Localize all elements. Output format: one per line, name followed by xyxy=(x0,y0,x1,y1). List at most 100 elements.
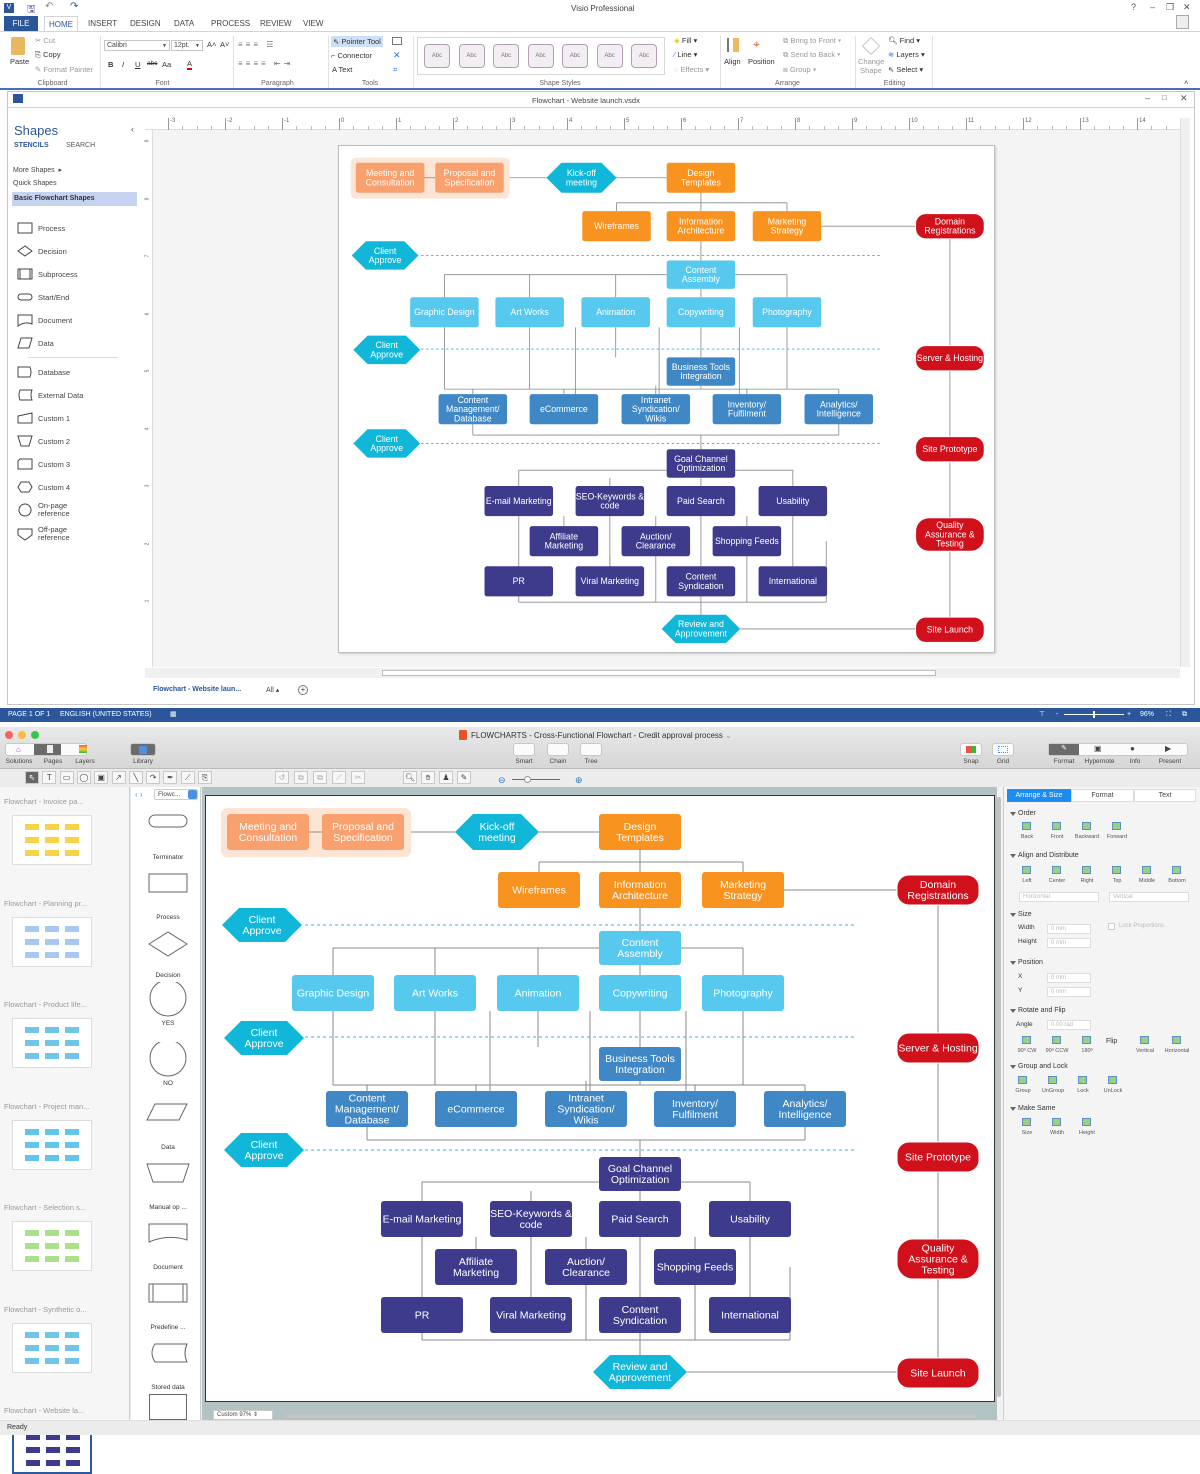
copy-button[interactable]: ⎘ Copy xyxy=(35,50,61,59)
panel-field[interactable]: 0 mm xyxy=(1047,938,1091,948)
bold-button[interactable]: B xyxy=(108,60,114,69)
flowchart-node[interactable]: Affiliate Marketing xyxy=(529,526,599,557)
flowchart-node[interactable]: Viral Marketing xyxy=(575,566,645,597)
panel-icon[interactable] xyxy=(1052,866,1061,874)
flowchart-node[interactable]: Goal Channel Optimization xyxy=(599,1157,681,1191)
drawing-tool-4[interactable]: ◯ xyxy=(76,771,91,784)
snap-button[interactable]: Snap xyxy=(963,758,979,765)
grow-font-icon[interactable]: A˄ xyxy=(207,40,217,49)
pan-icon[interactable]: ✋︎ xyxy=(421,771,435,784)
flowchart-node[interactable]: Art Works xyxy=(495,297,564,328)
find-button[interactable]: 🔍︎ Find ▾ xyxy=(888,36,921,45)
flowchart-node[interactable]: Review and Approvement xyxy=(593,1355,687,1389)
zoom-out-button[interactable]: - xyxy=(1056,711,1059,718)
flowchart-node[interactable]: Site Launch xyxy=(915,616,985,643)
flowchart-node[interactable]: Domain Registrations xyxy=(915,213,985,240)
format-icon[interactable]: ✎ xyxy=(1049,744,1079,755)
flowchart-node[interactable]: Wireframes xyxy=(582,211,651,242)
flowchart-node[interactable]: eCommerce xyxy=(435,1091,517,1127)
quick-shapes-item[interactable]: Quick Shapes xyxy=(13,180,57,187)
cut-button[interactable]: ✂ Cut xyxy=(35,36,56,45)
panel-button-label[interactable]: Size xyxy=(1021,1130,1033,1136)
library-shape-4[interactable] xyxy=(143,979,193,1022)
smart-icon[interactable] xyxy=(513,743,535,756)
align-horizontal-icons[interactable]: ≡≡≡≡ ⇤⇥ xyxy=(238,59,294,68)
chain-icon[interactable] xyxy=(547,743,569,756)
page-thumbnail[interactable] xyxy=(12,1221,92,1271)
zoom-slider[interactable] xyxy=(1064,711,1124,718)
panel-icon[interactable] xyxy=(1082,866,1091,874)
tree-button[interactable]: Tree xyxy=(584,758,598,765)
zoom-select[interactable]: Custom 97% ⇕ xyxy=(213,1410,273,1420)
page-title[interactable]: Flowchart - Invoice pa... xyxy=(4,797,84,806)
align-icon[interactable] xyxy=(727,38,739,52)
section-header[interactable]: Position xyxy=(1018,959,1043,966)
tab-insert[interactable]: INSERT xyxy=(88,19,118,28)
close-window-button[interactable] xyxy=(5,731,13,739)
bring-to-front-button[interactable]: ⧉ Bring to Front ▾ xyxy=(783,36,842,45)
hypernote-icon[interactable]: ▣ xyxy=(1094,744,1102,753)
tab-review[interactable]: REVIEW xyxy=(260,19,292,28)
collapse-triangle-icon[interactable] xyxy=(1010,1009,1016,1013)
flowchart-node[interactable]: Review and Approvement xyxy=(661,614,741,644)
pages-button[interactable]: Pages xyxy=(43,758,63,765)
page-thumbnail[interactable] xyxy=(12,916,92,967)
stencils-tab[interactable]: STENCILS xyxy=(14,142,49,149)
flowchart-node[interactable]: SEO-Keywords & code xyxy=(490,1201,572,1237)
close-button[interactable]: ✕ xyxy=(1183,2,1191,12)
crop-icon[interactable]: ⌗ xyxy=(393,65,398,74)
zoom-window-button[interactable] xyxy=(31,731,39,739)
drawing-tool-8[interactable]: ↷ xyxy=(146,771,161,784)
chain-button[interactable]: Chain xyxy=(549,758,567,765)
panel-button-label[interactable]: Backward xyxy=(1074,834,1100,840)
collapse-triangle-icon[interactable] xyxy=(1010,1107,1016,1111)
delete-connector-icon[interactable]: ✕ xyxy=(393,50,401,60)
library-back-icon[interactable]: ‹ › xyxy=(135,790,143,799)
flowchart-node[interactable]: Wireframes xyxy=(498,872,580,908)
canvas-horizontal-scrollbar[interactable] xyxy=(286,1414,976,1418)
flowchart-node[interactable]: Paid Search xyxy=(599,1201,681,1237)
paste-icon[interactable] xyxy=(11,37,25,55)
flowchart-node[interactable]: Design Templates xyxy=(666,162,736,193)
section-header[interactable]: Make Same xyxy=(1018,1105,1056,1112)
panel-button-label[interactable]: Left xyxy=(1022,878,1032,884)
zoom-level[interactable]: 96% xyxy=(1140,711,1155,718)
connector-tool-button[interactable]: ⌐ Connector xyxy=(331,51,373,60)
vertical-scrollbar[interactable] xyxy=(1180,118,1190,667)
panel-icon[interactable] xyxy=(1048,1076,1057,1084)
flowchart-node[interactable]: Animation xyxy=(581,297,650,328)
flowchart-node[interactable]: Quality Assurance & Testing xyxy=(896,1238,980,1280)
stencil-database[interactable]: Database xyxy=(16,364,70,380)
section-header[interactable]: Rotate and Flip xyxy=(1018,1007,1066,1014)
edit-tool-1[interactable]: ↺ xyxy=(275,771,289,784)
flowchart-node[interactable]: Content Syndication xyxy=(666,566,736,597)
stencil-process[interactable]: Process xyxy=(16,220,65,236)
library-shape-9[interactable] xyxy=(143,1282,193,1322)
flowchart-node[interactable]: Client Approve xyxy=(222,908,302,942)
stencil-document[interactable]: Document xyxy=(16,312,72,328)
panel-button-label[interactable]: 180º xyxy=(1081,1048,1093,1054)
solutions-icon[interactable]: ⌂ xyxy=(16,745,21,754)
tab-home[interactable]: HOME xyxy=(44,16,78,31)
all-pages-tab[interactable]: All ▴ xyxy=(266,687,280,694)
library-shape-10[interactable] xyxy=(143,1342,193,1382)
flowchart-node[interactable]: Meeting and Consultation xyxy=(355,162,425,193)
info-button[interactable]: Info xyxy=(1129,758,1141,765)
flowchart-node[interactable]: Information Architecture xyxy=(599,872,681,908)
switch-windows-icon[interactable]: ⧉ xyxy=(1182,711,1187,718)
panel-field[interactable]: Vertical xyxy=(1109,892,1189,902)
group-button[interactable]: ⧈ Group ▾ xyxy=(783,65,817,74)
tab-format[interactable]: Format xyxy=(1071,789,1134,802)
redo-icon[interactable]: ↷ xyxy=(70,1,79,12)
panel-icon[interactable] xyxy=(1022,1036,1031,1044)
page-tab[interactable]: Flowchart - Website laun... xyxy=(153,686,242,693)
smart-button[interactable]: Smart xyxy=(515,758,533,765)
save-icon[interactable]: 🖫 xyxy=(27,4,36,15)
undo-icon[interactable]: ↶ xyxy=(45,1,54,12)
shape-style-1[interactable]: Abc xyxy=(424,44,450,68)
panel-button-label[interactable]: Vertical xyxy=(1135,1048,1155,1054)
stencil-custom-2[interactable]: Custom 2 xyxy=(16,433,70,449)
flowchart-node[interactable]: Kick-off meeting xyxy=(546,162,617,193)
collapse-triangle-icon[interactable] xyxy=(1010,854,1016,858)
shape-style-5[interactable]: Abc xyxy=(562,44,588,68)
